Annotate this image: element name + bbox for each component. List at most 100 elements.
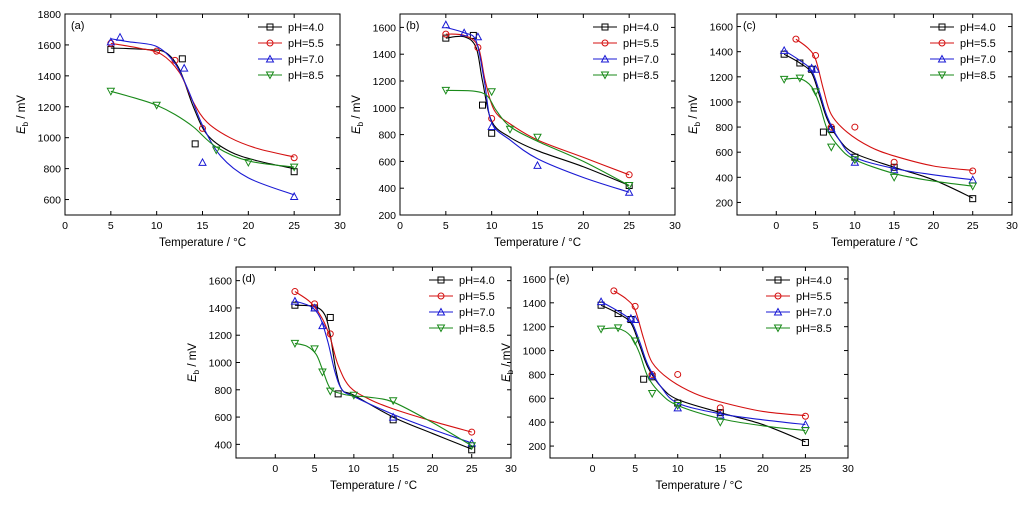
legend-label: pH=5.5 [960, 38, 996, 50]
x-tick-label: 15 [197, 220, 209, 232]
data-point [211, 146, 221, 155]
x-axis-label: Temperature / °C [494, 237, 581, 249]
y-tick-label: 200 [528, 441, 546, 453]
y-axis-label: Eb / mV [501, 343, 515, 382]
legend-entry: pH=7.0 [930, 54, 996, 66]
data-point [533, 160, 542, 169]
legend-entry: pH=4.0 [766, 275, 832, 287]
legend-marker [265, 71, 275, 80]
data-point [779, 75, 789, 84]
x-tick-label: 25 [466, 463, 478, 475]
legend-label: pH=7.0 [288, 54, 324, 66]
data-point [779, 45, 789, 54]
data-point [673, 401, 683, 411]
legend-entry: pH=4.0 [258, 22, 324, 34]
series-ph-7-0 [596, 297, 810, 429]
legend-marker [600, 71, 610, 80]
series-ph-5-5 [291, 288, 476, 436]
x-tick-label: 15 [532, 220, 544, 232]
x-tick-label: 5 [443, 220, 449, 232]
y-tick-label: 600 [214, 412, 232, 424]
data-point [801, 438, 809, 446]
legend-label: pH=8.5 [796, 323, 832, 335]
x-tick-label: 10 [348, 463, 360, 475]
data-point [442, 34, 450, 42]
series-line [613, 290, 806, 417]
x-tick-label: 0 [397, 220, 403, 232]
y-tick-label: 1200 [710, 72, 734, 84]
data-point [290, 296, 300, 305]
data-point [479, 101, 486, 109]
y-tick-label: 1200 [38, 102, 62, 114]
x-tick-label: 5 [312, 463, 318, 475]
chart-panel-4: 0 5 10 15 20 25 30 400 600 800 1000 1200 1400 1600 Tem… [187, 266, 517, 492]
x-tick-label: 0 [773, 220, 779, 232]
y-tick-label: 400 [715, 172, 733, 184]
data-point [198, 157, 207, 166]
data-point [487, 88, 497, 97]
data-point [819, 128, 827, 136]
data-point [647, 371, 657, 380]
legend-entry: pH=5.5 [766, 291, 832, 303]
legend-entry: pH=5.5 [429, 291, 495, 303]
y-tick-label: 1000 [38, 133, 62, 145]
data-point [626, 313, 636, 322]
data-point [468, 446, 476, 454]
data-point [326, 330, 334, 338]
data-point [349, 391, 359, 400]
legend-label: pH=5.5 [623, 38, 659, 50]
y-tick-label: 1200 [209, 330, 233, 342]
x-tick-label: 20 [577, 220, 589, 232]
y-axis-subscript: b [192, 369, 201, 374]
data-point [505, 125, 515, 134]
data-point [792, 35, 800, 43]
legend-marker [773, 307, 783, 316]
data-point [968, 182, 978, 191]
x-tick-label: 5 [108, 220, 114, 232]
data-point [850, 156, 860, 165]
data-point [969, 195, 977, 203]
y-tick-label: 1600 [523, 274, 547, 286]
y-tick-label: 1600 [38, 40, 62, 52]
data-point [191, 140, 199, 148]
data-point [715, 418, 725, 427]
x-tick-label: 10 [672, 463, 684, 475]
series-ph-7-0 [106, 32, 299, 200]
x-tick-label: 10 [151, 220, 163, 232]
data-point [468, 428, 476, 436]
data-point [630, 337, 640, 346]
y-axis-unit: / mV [16, 95, 28, 122]
legend-label: pH=5.5 [796, 291, 832, 303]
data-point [533, 133, 542, 142]
data-point [290, 339, 300, 348]
y-tick-label: 600 [528, 393, 546, 405]
data-point [289, 163, 299, 172]
data-point [474, 44, 482, 51]
series-line [294, 304, 472, 450]
legend-marker [937, 71, 947, 80]
y-tick-label: 1400 [209, 303, 233, 315]
data-point [801, 412, 809, 420]
x-tick-label: 15 [387, 463, 399, 475]
series-ph-8-5 [441, 86, 634, 191]
y-axis-symbol: E [351, 126, 363, 134]
data-point [826, 123, 836, 132]
series-line [445, 26, 630, 193]
data-point [487, 122, 497, 131]
chart-panel-2: 0 5 10 15 20 25 30 200 400 600 800 1000 1200 1400 1600… [351, 13, 681, 249]
chart-panel-5: 0 5 10 15 20 25 30 200 400 600 800 1000 1200 1400 1600… [501, 266, 854, 492]
y-tick-label: 1400 [38, 71, 62, 83]
x-tick-label: 20 [242, 220, 254, 232]
series-line [445, 89, 630, 187]
series-line [294, 342, 472, 447]
legend-marker [437, 276, 445, 284]
y-axis-subscript: b [21, 121, 30, 126]
data-point [473, 32, 483, 41]
y-tick-label: 1200 [373, 76, 397, 88]
data-point [290, 168, 298, 176]
series-ph-5-5 [442, 30, 633, 179]
x-tick-label: 0 [62, 220, 68, 232]
data-point [310, 345, 319, 354]
legend-entry: pH=4.0 [593, 22, 659, 34]
legend-entry: pH=5.5 [930, 38, 996, 50]
